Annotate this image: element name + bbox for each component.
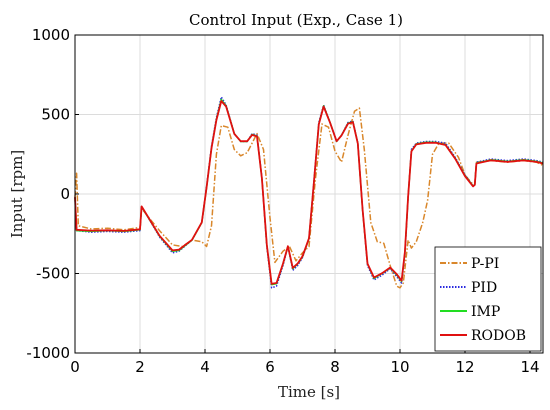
series-group xyxy=(74,96,544,289)
legend-label: RODOB xyxy=(471,328,526,344)
x-tick-label: 4 xyxy=(200,358,210,376)
y-tick-label: 0 xyxy=(60,185,70,203)
legend-label: P-PI xyxy=(471,256,499,272)
x-tick-label: 6 xyxy=(265,358,275,376)
legend-label: PID xyxy=(471,280,497,296)
chart-title: Control Input (Exp., Case 1) xyxy=(189,11,403,29)
x-tick-label: 12 xyxy=(455,358,474,376)
y-tick-label: -500 xyxy=(36,265,70,283)
x-tick-label: 10 xyxy=(390,358,409,376)
y-axis-label: Input [rpm] xyxy=(8,150,26,238)
legend-box xyxy=(434,246,542,352)
legend: P-PI PID IMP RODOB xyxy=(434,246,542,352)
x-tick-label: 2 xyxy=(135,358,145,376)
x-tick-label: 0 xyxy=(70,358,80,376)
x-tick-label: 14 xyxy=(520,358,539,376)
axis-ticks: 0 2 4 6 8 10 12 14 -1000 -500 0 500 1000 xyxy=(26,26,539,376)
x-tick-label: 8 xyxy=(330,358,340,376)
x-axis-label: Time [s] xyxy=(278,383,340,401)
y-tick-label: 1000 xyxy=(32,26,70,44)
legend-label: IMP xyxy=(471,304,500,320)
series-line-rodob xyxy=(74,100,544,285)
y-tick-label: 500 xyxy=(41,106,70,124)
y-tick-label: -1000 xyxy=(26,344,70,362)
